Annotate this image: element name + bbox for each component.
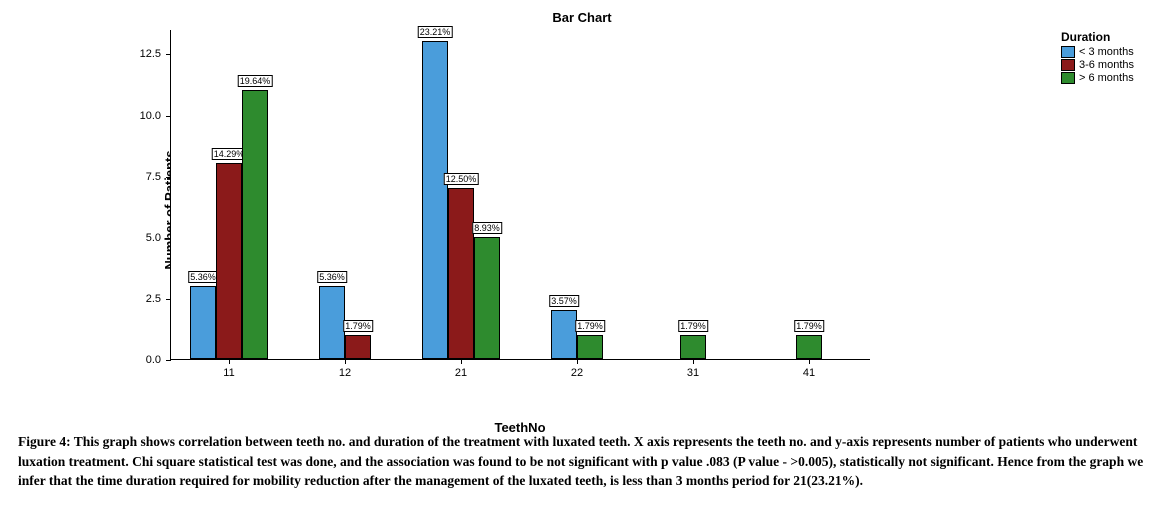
x-tick-label: 11 — [223, 367, 234, 379]
x-tick-mark — [577, 359, 578, 364]
x-tick-mark — [809, 359, 810, 364]
bar: 1.79% — [577, 335, 603, 359]
bar-group: 23.21%12.50%8.93% — [422, 41, 500, 359]
figure-caption: Figure 4: This graph shows correlation b… — [18, 432, 1146, 491]
bar: 23.21% — [422, 41, 448, 359]
y-tick-mark — [166, 177, 171, 178]
bar-value-label: 5.36% — [188, 271, 218, 283]
bar-group: 5.36%14.29%19.64% — [190, 90, 268, 359]
bar-value-label: 8.93% — [472, 222, 502, 234]
legend-label: 3-6 months — [1079, 59, 1134, 71]
bar-group: 5.36%1.79% — [319, 286, 371, 359]
plot-region: Number of Patients 0.02.55.07.510.012.51… — [170, 30, 870, 390]
legend-item: < 3 months — [1061, 46, 1134, 58]
y-tick-label: 0.0 — [116, 354, 161, 366]
legend-label: < 3 months — [1079, 46, 1134, 58]
bar-value-label: 3.57% — [549, 295, 579, 307]
bar: 5.36% — [319, 286, 345, 359]
bar: 1.79% — [345, 335, 371, 359]
legend-swatch — [1061, 46, 1075, 58]
bar-value-label: 19.64% — [238, 75, 273, 87]
y-tick-label: 12.5 — [116, 48, 161, 60]
bar: 5.36% — [190, 286, 216, 359]
bar-value-label: 1.79% — [794, 320, 824, 332]
bar-value-label: 1.79% — [343, 320, 373, 332]
x-tick-label: 21 — [455, 367, 467, 379]
x-tick-label: 22 — [571, 367, 583, 379]
legend-swatch — [1061, 59, 1075, 71]
y-tick-mark — [166, 116, 171, 117]
x-tick-mark — [345, 359, 346, 364]
x-tick-mark — [229, 359, 230, 364]
bar-group: 1.79% — [796, 335, 822, 359]
bar-value-label: 23.21% — [418, 26, 453, 38]
bar-value-label: 1.79% — [678, 320, 708, 332]
bar-value-label: 12.50% — [444, 173, 479, 185]
x-tick-mark — [693, 359, 694, 364]
bar: 1.79% — [680, 335, 706, 359]
plot-area: 0.02.55.07.510.012.5115.36%14.29%19.64%1… — [170, 30, 870, 360]
y-tick-label: 5.0 — [116, 232, 161, 244]
y-tick-mark — [166, 238, 171, 239]
bar: 14.29% — [216, 163, 242, 359]
y-tick-mark — [166, 360, 171, 361]
bar: 19.64% — [242, 90, 268, 359]
legend-swatch — [1061, 72, 1075, 84]
y-tick-label: 7.5 — [116, 171, 161, 183]
y-tick-mark — [166, 299, 171, 300]
x-tick-label: 31 — [687, 367, 699, 379]
bar: 1.79% — [796, 335, 822, 359]
bar-value-label: 1.79% — [575, 320, 605, 332]
legend-item: > 6 months — [1061, 72, 1134, 84]
x-tick-label: 41 — [803, 367, 815, 379]
legend-title: Duration — [1061, 30, 1134, 44]
x-tick-label: 12 — [339, 367, 351, 379]
bar-value-label: 5.36% — [317, 271, 347, 283]
bar-group: 1.79% — [680, 335, 706, 359]
bar: 8.93% — [474, 237, 500, 359]
chart-title: Bar Chart — [0, 10, 1164, 25]
bar-group: 3.57%1.79% — [551, 310, 603, 359]
x-tick-mark — [461, 359, 462, 364]
legend: Duration < 3 months3-6 months> 6 months — [1061, 30, 1134, 85]
y-tick-label: 10.0 — [116, 110, 161, 122]
bar: 3.57% — [551, 310, 577, 359]
y-tick-label: 2.5 — [116, 293, 161, 305]
y-tick-mark — [166, 54, 171, 55]
legend-item: 3-6 months — [1061, 59, 1134, 71]
chart-container: Bar Chart Number of Patients 0.02.55.07.… — [0, 0, 1164, 430]
bar: 12.50% — [448, 188, 474, 359]
legend-label: > 6 months — [1079, 72, 1134, 84]
